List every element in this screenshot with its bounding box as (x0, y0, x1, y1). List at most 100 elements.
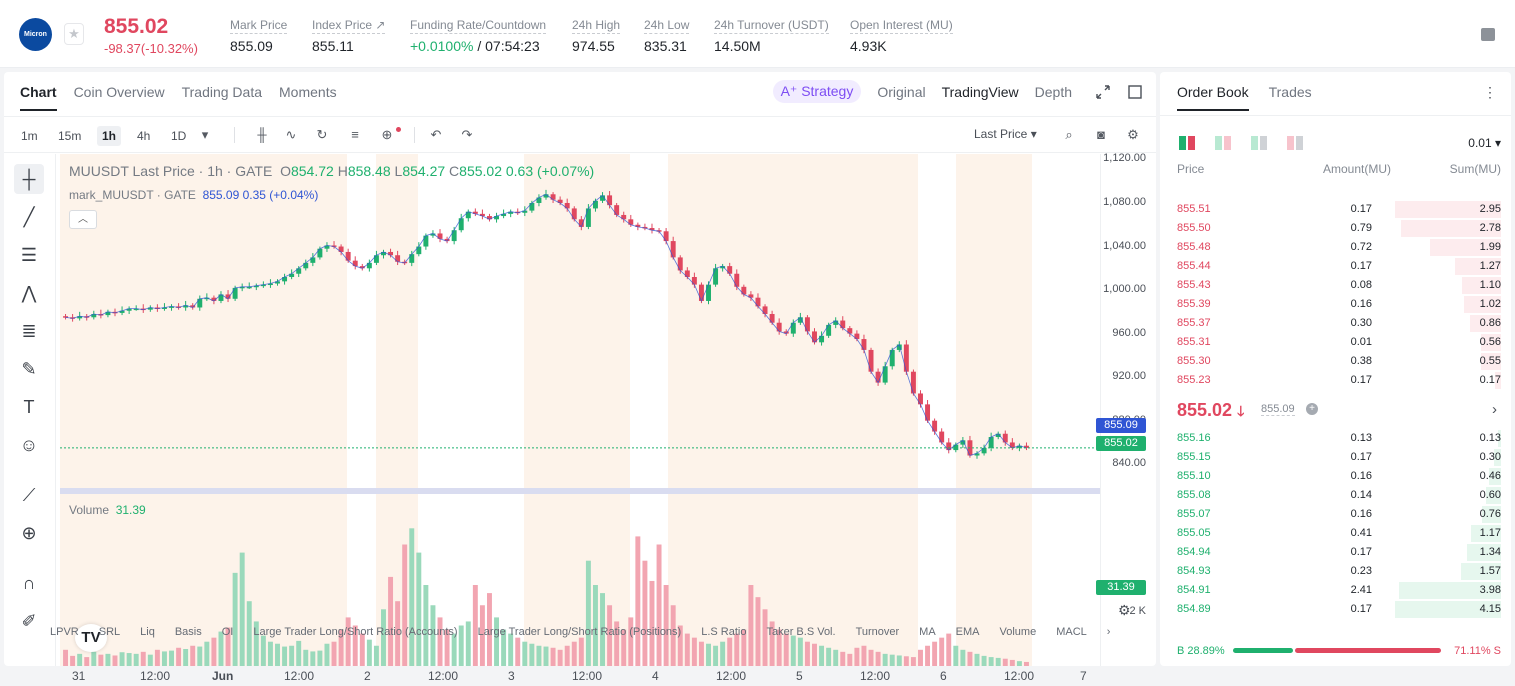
pattern-icon[interactable]: ⋀ (21, 283, 37, 303)
indicator-item[interactable]: OI (221, 626, 234, 638)
candlestick-chart[interactable] (60, 154, 1100, 666)
bid-row[interactable]: 854.89 0.17 4.15 (1160, 600, 1511, 619)
template-icon[interactable]: ≡ (351, 127, 359, 142)
zoom-in-icon[interactable]: ⊕ (21, 523, 37, 543)
favorite-star-icon[interactable]: ★ (64, 23, 84, 45)
view-original[interactable]: Original (877, 83, 926, 100)
indicator-item[interactable]: Taker B.S Vol. (766, 626, 836, 638)
indicator-item[interactable]: Volume (999, 626, 1037, 638)
tradingview-logo[interactable]: TV (75, 624, 107, 652)
timeframe-dropdown-icon[interactable]: ▾ (201, 127, 209, 142)
expand-icon[interactable] (1096, 84, 1110, 99)
undo-icon[interactable]: ↶ (430, 127, 442, 142)
redo-icon[interactable]: ↷ (461, 127, 473, 142)
bid-row[interactable]: 854.91 2.41 3.98 (1160, 581, 1511, 600)
trendline-icon[interactable]: ╱ (23, 207, 35, 227)
magnet-icon[interactable]: ∩ (22, 573, 36, 593)
candle-body (63, 316, 69, 318)
window-icon[interactable] (1128, 84, 1142, 99)
candle-body (691, 277, 697, 285)
bid-row[interactable]: 854.94 0.17 1.34 (1160, 543, 1511, 562)
emoji-icon[interactable]: ☺ (19, 435, 39, 455)
bid-row[interactable]: 855.15 0.17 0.30 (1160, 448, 1511, 467)
fib-retracement-icon[interactable]: ≣ (21, 321, 37, 341)
mode-split-icon[interactable] (1215, 136, 1231, 150)
collapse-legend-chevron-up-icon[interactable]: ︿ (69, 210, 97, 229)
bid-row[interactable]: 855.07 0.16 0.76 (1160, 505, 1511, 524)
indicator-item[interactable]: SRL (98, 626, 121, 638)
tab-moments[interactable]: Moments (279, 84, 337, 100)
indicator-scroll-chevron-icon[interactable]: › (1106, 626, 1111, 638)
ask-row[interactable]: 855.50 0.79 2.78 (1160, 219, 1511, 238)
timeframe-1m[interactable]: 1m (21, 129, 38, 143)
row-amount: 0.16 (1350, 508, 1372, 520)
strategy-button[interactable]: A⁺ Strategy (772, 80, 862, 103)
ruler-icon[interactable]: ⟋ (22, 485, 36, 505)
tab-order-book[interactable]: Order Book (1177, 84, 1249, 111)
timeframe-4h[interactable]: 4h (137, 129, 151, 143)
more-options-icon[interactable]: ⋮ (1483, 84, 1497, 100)
ask-row[interactable]: 855.44 0.17 1.27 (1160, 257, 1511, 276)
price-tick-label: 1,040.00 (1103, 239, 1146, 252)
view-depth[interactable]: Depth (1034, 83, 1072, 100)
add-indicator-icon[interactable]: ⊕ (381, 127, 393, 142)
brush-icon[interactable]: ✎ (21, 359, 37, 379)
indicator-item[interactable]: Turnover (855, 626, 900, 638)
indicator-item[interactable]: MACL (1056, 626, 1087, 638)
mode-asks-icon[interactable] (1287, 136, 1303, 150)
text-tool-icon[interactable]: T (23, 397, 35, 417)
ask-row[interactable]: 855.31 0.01 0.56 (1160, 333, 1511, 352)
lock-draw-icon[interactable]: ✐ (21, 611, 37, 631)
crosshair-icon[interactable]: ┼ (14, 164, 44, 194)
ask-row[interactable]: 855.48 0.72 1.99 (1160, 238, 1511, 257)
indicators-icon[interactable]: ∿ (285, 127, 297, 142)
tab-coin-overview[interactable]: Coin Overview (73, 84, 165, 100)
info-plus-icon[interactable]: + (1306, 403, 1318, 415)
view-tradingview[interactable]: TradingView (941, 83, 1019, 100)
price-change: -98.37(-10.32%) (104, 41, 198, 56)
candle-body (479, 213, 485, 217)
bid-row[interactable]: 855.08 0.14 0.60 (1160, 486, 1511, 505)
bid-row[interactable]: 855.05 0.41 1.17 (1160, 524, 1511, 543)
indicator-item[interactable]: Basis (174, 626, 202, 638)
book-icon[interactable] (1481, 28, 1495, 41)
precision-select[interactable]: 0.01 ▾ (1468, 136, 1501, 150)
candle-type-icon[interactable]: ╫ (257, 127, 267, 142)
indicator-item[interactable]: Liq (140, 626, 155, 638)
ask-row[interactable]: 855.43 0.08 1.10 (1160, 276, 1511, 295)
tab-trading-data[interactable]: Trading Data (181, 84, 263, 100)
axis-settings-icon[interactable]: ⚙ (1118, 602, 1131, 618)
price-type-select[interactable]: Last Price ▾ (974, 127, 1037, 141)
timeframe-1h[interactable]: 1h (97, 126, 122, 146)
stat-index-price[interactable]: Index Price ↗ 855.11 (312, 18, 386, 54)
camera-icon[interactable]: ◙ (1097, 127, 1105, 142)
horizontal-lines-icon[interactable]: ☰ (20, 245, 38, 265)
mode-bids-icon[interactable] (1251, 136, 1267, 150)
ask-row[interactable]: 855.30 0.38 0.55 (1160, 352, 1511, 371)
volume-bar (190, 645, 196, 666)
bid-row[interactable]: 854.93 0.23 1.57 (1160, 562, 1511, 581)
refresh-icon[interactable]: ↻ (316, 127, 328, 142)
bid-row[interactable]: 855.16 0.13 0.13 (1160, 429, 1511, 448)
chevron-right-icon[interactable]: › (1492, 401, 1497, 418)
indicator-item[interactable]: EMA (955, 626, 980, 638)
timeframe-1d[interactable]: 1D (171, 129, 187, 143)
settings-gear-icon[interactable]: ⚙ (1127, 127, 1139, 142)
indicator-item[interactable]: Large Trader Long/Short Ratio (Accounts) (253, 626, 458, 638)
tab-chart[interactable]: Chart (20, 84, 57, 111)
indicator-item[interactable]: L.S Ratio (701, 626, 747, 638)
search-icon[interactable]: ⌕ (1065, 127, 1073, 142)
volume-bar (437, 617, 443, 666)
ask-row[interactable]: 855.37 0.30 0.86 (1160, 314, 1511, 333)
ask-row[interactable]: 855.39 0.16 1.02 (1160, 295, 1511, 314)
bid-row[interactable]: 855.10 0.16 0.46 (1160, 467, 1511, 486)
timeframe-15m[interactable]: 15m (58, 129, 82, 143)
ask-row[interactable]: 855.51 0.17 2.95 (1160, 200, 1511, 219)
ask-row[interactable]: 855.23 0.17 0.17 (1160, 371, 1511, 390)
indicator-item[interactable]: LPVR (50, 626, 79, 638)
indicator-item[interactable]: MA (919, 626, 936, 638)
time-axis[interactable]: 31 12:00 Jun 12:00 2 12:00 3 12:00 4 12:00 5 12:00 6… (60, 666, 1100, 686)
tab-trades[interactable]: Trades (1268, 84, 1312, 100)
indicator-item[interactable]: Large Trader Long/Short Ratio (Positions… (477, 626, 682, 638)
mode-both-icon[interactable] (1179, 136, 1195, 150)
